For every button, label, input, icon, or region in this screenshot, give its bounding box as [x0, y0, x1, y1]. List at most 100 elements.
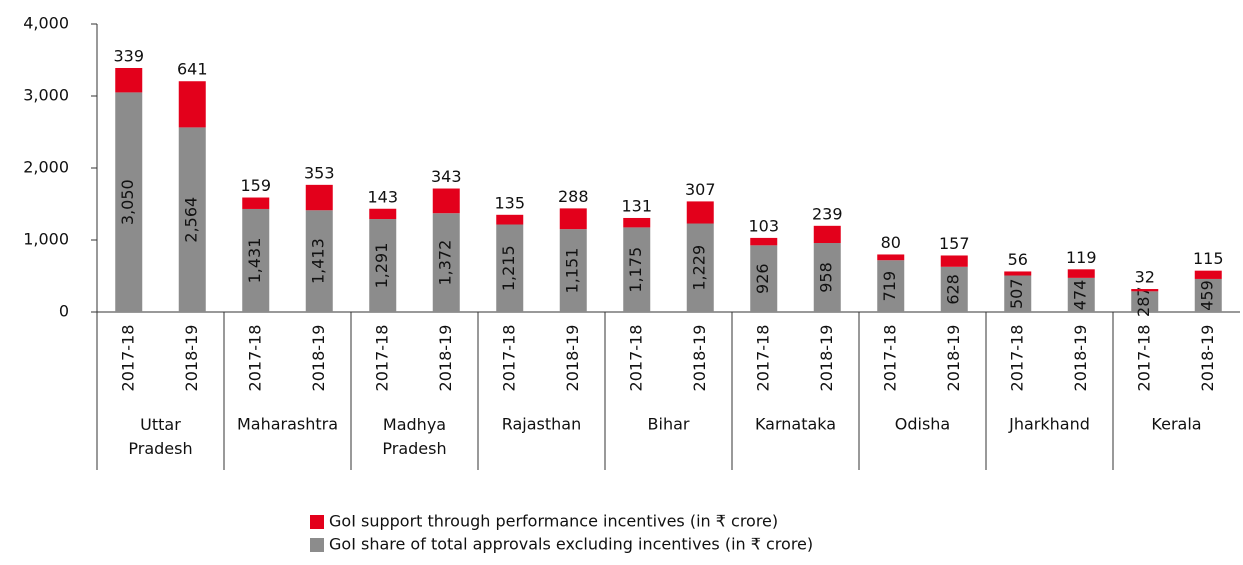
value-label: 131: [621, 196, 652, 215]
group-label: Kerala: [1151, 415, 1201, 434]
x-tick-label: 2017-18: [753, 325, 772, 392]
x-tick-label: 2017-18: [118, 325, 137, 392]
value-label: 339: [113, 46, 144, 65]
value-label: 1,151: [563, 248, 582, 294]
x-tick-label: 2017-18: [1134, 325, 1153, 392]
value-label: 159: [240, 176, 271, 195]
value-label: 119: [1066, 248, 1097, 267]
bar-segment: [1194, 270, 1222, 279]
bar-segment: [178, 81, 206, 128]
group-label: Bihar: [648, 415, 690, 434]
bar-segment: [305, 184, 333, 211]
bar-segment: [369, 208, 397, 220]
bar-segment: [1004, 275, 1032, 312]
bar-segment: [623, 227, 651, 312]
y-tick-label: 0: [59, 302, 69, 321]
x-tick-label: 2017-18: [372, 325, 391, 392]
bar-segment: [623, 217, 651, 228]
value-label: 3,050: [118, 179, 137, 225]
bar-segment: [1131, 291, 1159, 312]
bar-segment: [1067, 269, 1095, 278]
value-label: 1,431: [245, 238, 264, 284]
value-label: 239: [812, 204, 843, 223]
value-label: 157: [939, 234, 970, 253]
x-tick-label: 2017-18: [245, 325, 264, 392]
group-label: Odisha: [895, 415, 950, 434]
bar-segment: [813, 225, 841, 244]
value-label: 459: [1198, 280, 1217, 311]
value-label: 288: [558, 187, 589, 206]
y-tick-label: 1,000: [23, 230, 69, 249]
bar-segment: [1194, 278, 1222, 312]
x-tick-label: 2017-18: [499, 325, 518, 392]
x-tick-label: 2018-19: [690, 325, 709, 392]
value-label: 1,175: [626, 247, 645, 293]
value-label: 56: [1008, 250, 1028, 269]
x-tick-label: 2018-19: [1198, 325, 1217, 392]
group-label: Madhya Pradesh: [382, 415, 446, 458]
bar-segment: [1067, 277, 1095, 312]
x-tick-label: 2017-18: [626, 325, 645, 392]
group-label: Uttar Pradesh: [128, 415, 192, 458]
value-label: 1,291: [372, 243, 391, 289]
x-tick-label: 2018-19: [436, 325, 455, 392]
value-label: 307: [685, 180, 716, 199]
value-label: 80: [881, 233, 901, 252]
bar-segment: [686, 201, 714, 224]
bar-segment: [242, 197, 270, 209]
bar-segment: [686, 223, 714, 312]
bar-segment: [115, 92, 143, 313]
legend-swatch: [310, 538, 324, 552]
bar-segment: [369, 219, 397, 312]
bar-segment: [877, 260, 905, 312]
bar-segment: [750, 237, 778, 246]
bar-segment: [432, 188, 460, 214]
bar-segment: [940, 266, 968, 312]
value-label: 1,215: [499, 245, 518, 291]
group-label: Jharkhand: [1008, 415, 1090, 434]
bar-segment: [432, 213, 460, 312]
bar-segment: [877, 254, 905, 261]
x-tick-label: 2018-19: [944, 325, 963, 392]
value-label: 32: [1135, 268, 1155, 287]
value-label: 135: [494, 193, 525, 212]
bar-segment: [1004, 271, 1032, 276]
legend-label: GoI share of total approvals excluding i…: [329, 535, 813, 554]
bar-segment: [750, 245, 778, 312]
value-label: 115: [1193, 249, 1224, 268]
y-tick-label: 3,000: [23, 86, 69, 105]
x-tick-label: 2018-19: [1071, 325, 1090, 392]
value-label: 343: [431, 167, 462, 186]
value-label: 641: [177, 60, 208, 79]
group-label: Karnataka: [755, 415, 836, 434]
x-tick-label: 2018-19: [309, 325, 328, 392]
bar-segment: [305, 210, 333, 312]
value-label: 1,229: [690, 245, 709, 291]
value-label: 103: [748, 216, 779, 235]
value-label: 719: [880, 271, 899, 302]
bar-segment: [940, 255, 968, 267]
value-label: 958: [817, 262, 836, 293]
value-label: 1,413: [309, 238, 328, 284]
value-label: 2,564: [182, 197, 201, 243]
y-tick-label: 4,000: [23, 14, 69, 33]
bar-segment: [559, 208, 587, 230]
bar-segment: [813, 243, 841, 312]
value-label: 143: [367, 187, 398, 206]
bar-segment: [559, 229, 587, 312]
x-tick-label: 2018-19: [182, 325, 201, 392]
bar-segment: [496, 214, 524, 225]
x-tick-label: 2017-18: [1007, 325, 1026, 392]
legend-swatch: [310, 515, 324, 529]
value-label: 1,372: [436, 240, 455, 286]
bar-segment: [242, 208, 270, 312]
value-label: 287: [1134, 286, 1153, 317]
bar-segment: [178, 127, 206, 312]
value-label: 926: [753, 263, 772, 294]
bar-segment: [1131, 289, 1159, 292]
bar-segment: [496, 224, 524, 312]
group-label: Maharashtra: [237, 415, 338, 434]
value-label: 628: [944, 274, 963, 305]
value-label: 474: [1071, 280, 1090, 311]
